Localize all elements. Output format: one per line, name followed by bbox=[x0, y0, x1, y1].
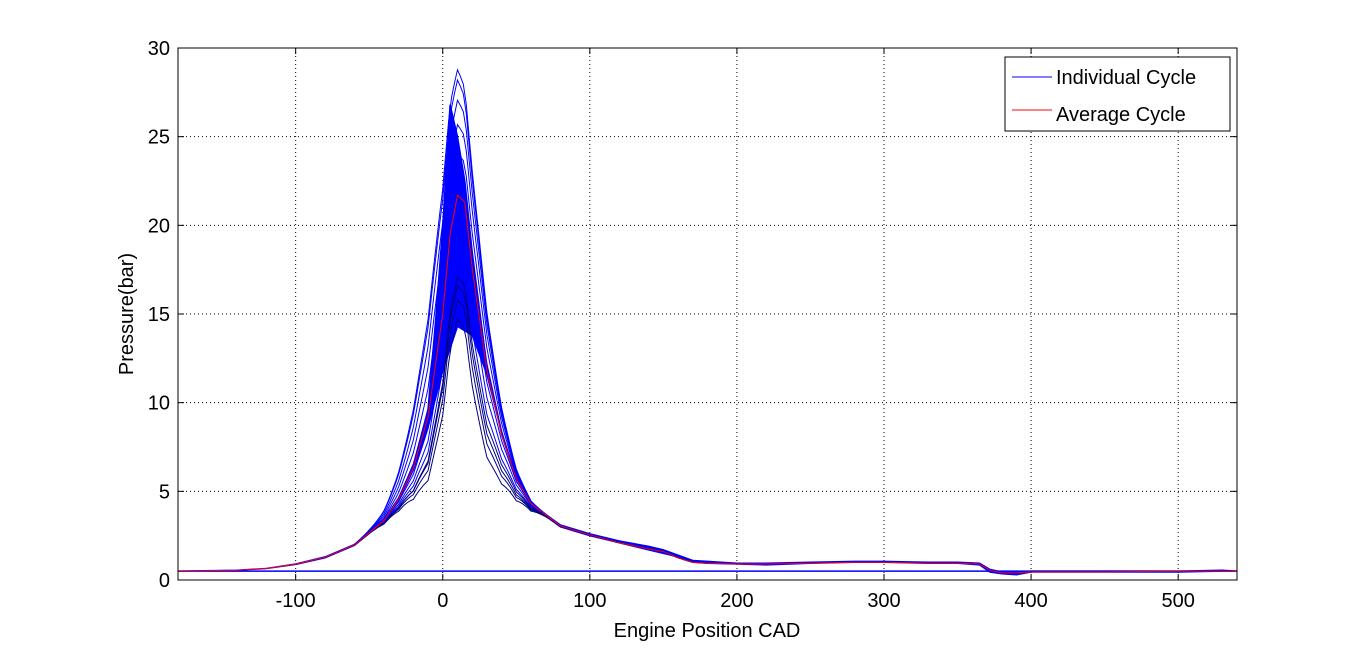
grid-lines bbox=[178, 48, 1237, 580]
y-tick-label: 0 bbox=[159, 570, 170, 592]
axis-ticks: -100 0 100 200 300 400 500 0 5 10 15 20 25 30 bbox=[148, 38, 1237, 612]
x-axis-label: Engine Position CAD bbox=[614, 620, 801, 642]
y-tick-label: 20 bbox=[148, 215, 170, 237]
x-tick-label: 100 bbox=[573, 590, 606, 612]
plot-area: -100 0 100 200 300 400 500 0 5 10 15 20 25 30 bbox=[148, 38, 1238, 612]
legend-box bbox=[1004, 56, 1231, 132]
legend-label-individual-cycle: Individual Cycle bbox=[1056, 67, 1196, 89]
y-tick-label: 5 bbox=[159, 481, 170, 503]
series-layer bbox=[177, 68, 1238, 576]
y-axis-label: Pressure(bar) bbox=[116, 253, 138, 375]
legend: Individual Cycle Average Cycle bbox=[1004, 56, 1231, 132]
x-tick-label: 300 bbox=[867, 590, 900, 612]
y-tick-label: 15 bbox=[148, 304, 170, 326]
average-cycle-line bbox=[177, 194, 1237, 574]
x-tick-label: 400 bbox=[1014, 590, 1047, 612]
legend-label-average-cycle: Average Cycle bbox=[1056, 104, 1186, 126]
y-tick-label: 25 bbox=[148, 127, 170, 149]
x-tick-label: 500 bbox=[1161, 590, 1194, 612]
x-tick-label: 0 bbox=[437, 590, 448, 612]
y-tick-label: 10 bbox=[148, 393, 170, 415]
x-tick-label: 200 bbox=[720, 590, 753, 612]
y-tick-label: 30 bbox=[148, 38, 170, 60]
x-tick-label: -100 bbox=[276, 590, 316, 612]
